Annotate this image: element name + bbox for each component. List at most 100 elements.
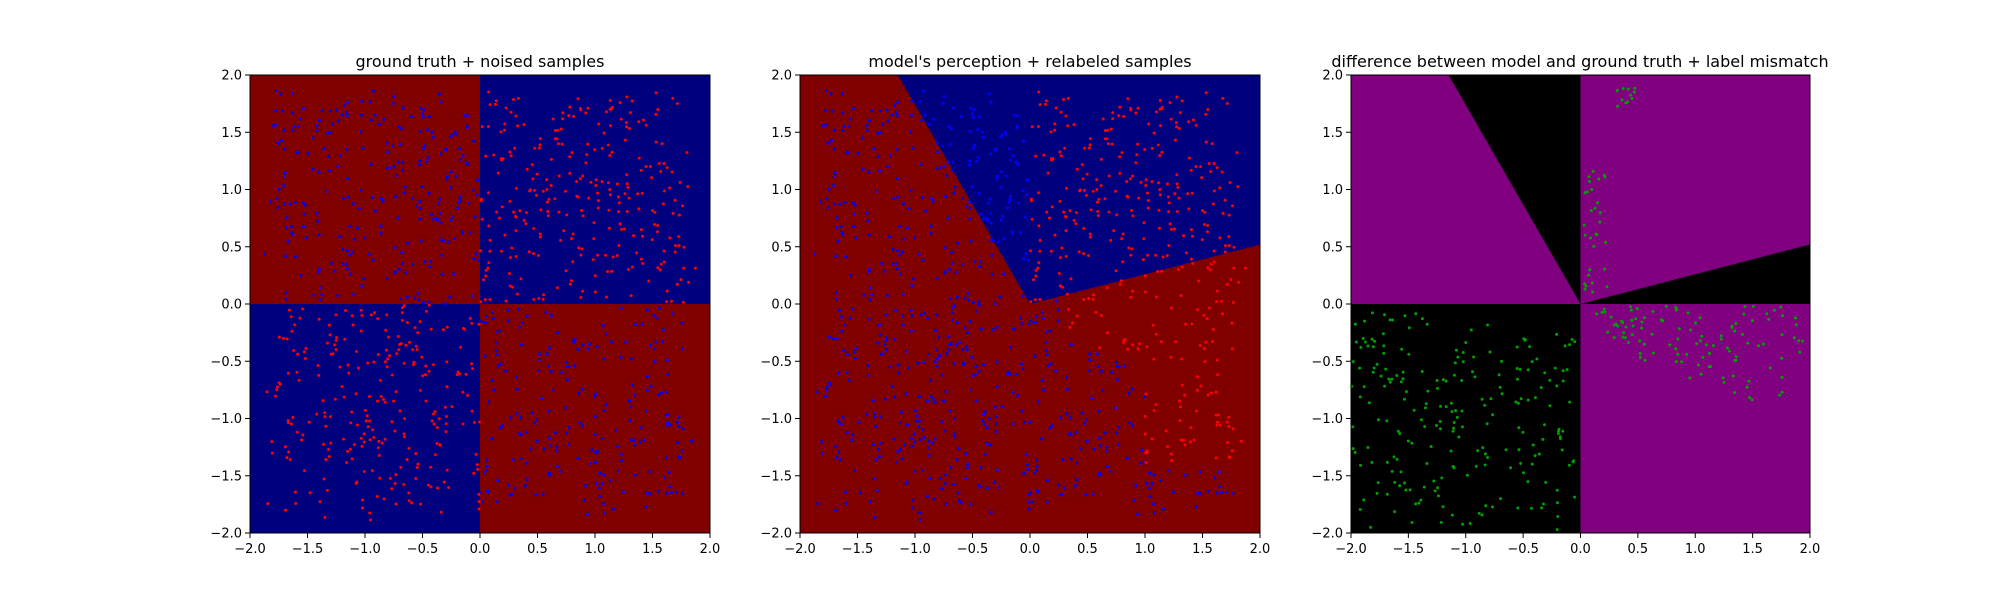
- sample-point: [280, 139, 284, 143]
- sample-point: [359, 130, 363, 134]
- sample-point: [1023, 215, 1027, 219]
- sample-point: [1000, 214, 1004, 218]
- sample-point: [909, 130, 913, 134]
- sample-point: [661, 340, 665, 344]
- mismatch-point: [1668, 343, 1672, 347]
- sample-point: [1231, 300, 1235, 304]
- sample-point: [637, 207, 641, 211]
- sample-point: [1003, 130, 1007, 134]
- sample-point: [345, 461, 349, 465]
- sample-point: [397, 267, 401, 271]
- sample-point: [1167, 210, 1171, 214]
- sample-point: [479, 319, 483, 323]
- sample-point: [942, 95, 946, 99]
- sample-point: [475, 178, 479, 182]
- sample-point: [1209, 262, 1213, 266]
- mismatch-point: [1414, 312, 1418, 316]
- sample-point: [1119, 279, 1123, 283]
- mismatch-point: [1600, 311, 1604, 315]
- mismatch-point: [1635, 307, 1639, 311]
- sample-point: [270, 451, 274, 455]
- sample-point: [628, 111, 632, 115]
- mismatch-point: [1676, 352, 1680, 356]
- mismatch-point: [1583, 233, 1587, 237]
- sample-point: [671, 96, 675, 100]
- sample-point: [400, 250, 404, 254]
- mismatch-point: [1372, 366, 1376, 370]
- background-regions: [1351, 75, 1810, 533]
- sample-point: [538, 235, 542, 239]
- sample-point: [507, 272, 511, 276]
- sample-point: [825, 197, 829, 201]
- sample-point: [487, 191, 491, 195]
- sample-point: [876, 155, 880, 159]
- sample-point: [493, 102, 497, 106]
- sample-point: [472, 139, 476, 143]
- sample-point: [555, 128, 559, 132]
- mismatch-point: [1362, 385, 1366, 389]
- sample-point: [1150, 437, 1154, 441]
- mismatch-point: [1605, 285, 1609, 289]
- mismatch-point: [1385, 460, 1389, 464]
- sample-point: [921, 258, 925, 262]
- sample-point: [1194, 164, 1198, 168]
- sample-point: [489, 437, 493, 441]
- sample-point: [1027, 322, 1031, 326]
- sample-point: [1060, 246, 1064, 250]
- sample-point: [600, 482, 604, 486]
- sample-point: [385, 166, 389, 170]
- sample-point: [334, 348, 338, 352]
- sample-point: [385, 365, 389, 369]
- sample-point: [468, 316, 472, 320]
- sample-point: [1167, 201, 1171, 205]
- mismatch-point: [1460, 378, 1464, 382]
- sample-point: [495, 500, 499, 504]
- sample-points: [812, 89, 1247, 522]
- sample-point: [282, 147, 286, 151]
- sample-point: [1085, 172, 1089, 176]
- sample-point: [320, 109, 324, 113]
- sample-point: [600, 146, 604, 150]
- mismatch-point: [1609, 315, 1613, 319]
- sample-point: [553, 197, 557, 201]
- sample-point: [896, 449, 900, 453]
- sample-point: [530, 411, 534, 415]
- sample-point: [888, 153, 892, 157]
- sample-point: [299, 273, 303, 277]
- mismatch-point: [1642, 342, 1646, 346]
- sample-point: [401, 306, 405, 310]
- sample-point: [1029, 300, 1033, 304]
- sample-point: [302, 350, 306, 354]
- mismatch-point: [1587, 273, 1591, 277]
- sample-point: [852, 212, 856, 216]
- sample-point: [1036, 488, 1040, 492]
- sample-point: [322, 477, 326, 481]
- sample-point: [982, 422, 986, 426]
- mismatch-point: [1535, 357, 1539, 361]
- sample-point: [664, 456, 668, 460]
- sample-point: [1204, 140, 1208, 144]
- sample-point: [1033, 298, 1037, 302]
- sample-point: [328, 333, 332, 337]
- sample-point: [416, 291, 420, 295]
- sample-point: [393, 429, 397, 433]
- sample-point: [911, 498, 915, 502]
- sample-point: [331, 122, 335, 126]
- sample-point: [1142, 221, 1146, 225]
- sample-point: [1083, 146, 1087, 150]
- sample-point: [1086, 254, 1090, 258]
- sample-point: [985, 442, 989, 446]
- sample-point: [1232, 245, 1236, 249]
- sample-point: [883, 343, 887, 347]
- sample-point: [877, 448, 881, 452]
- sample-point: [1206, 266, 1210, 270]
- sample-point: [418, 159, 422, 163]
- sample-point: [409, 114, 413, 118]
- mismatch-point: [1476, 449, 1480, 453]
- sample-point: [1136, 142, 1140, 146]
- mismatch-point: [1677, 327, 1681, 331]
- sample-point: [1006, 206, 1010, 210]
- sample-point: [404, 343, 408, 347]
- sample-point: [1145, 481, 1149, 485]
- mismatch-point: [1358, 366, 1362, 370]
